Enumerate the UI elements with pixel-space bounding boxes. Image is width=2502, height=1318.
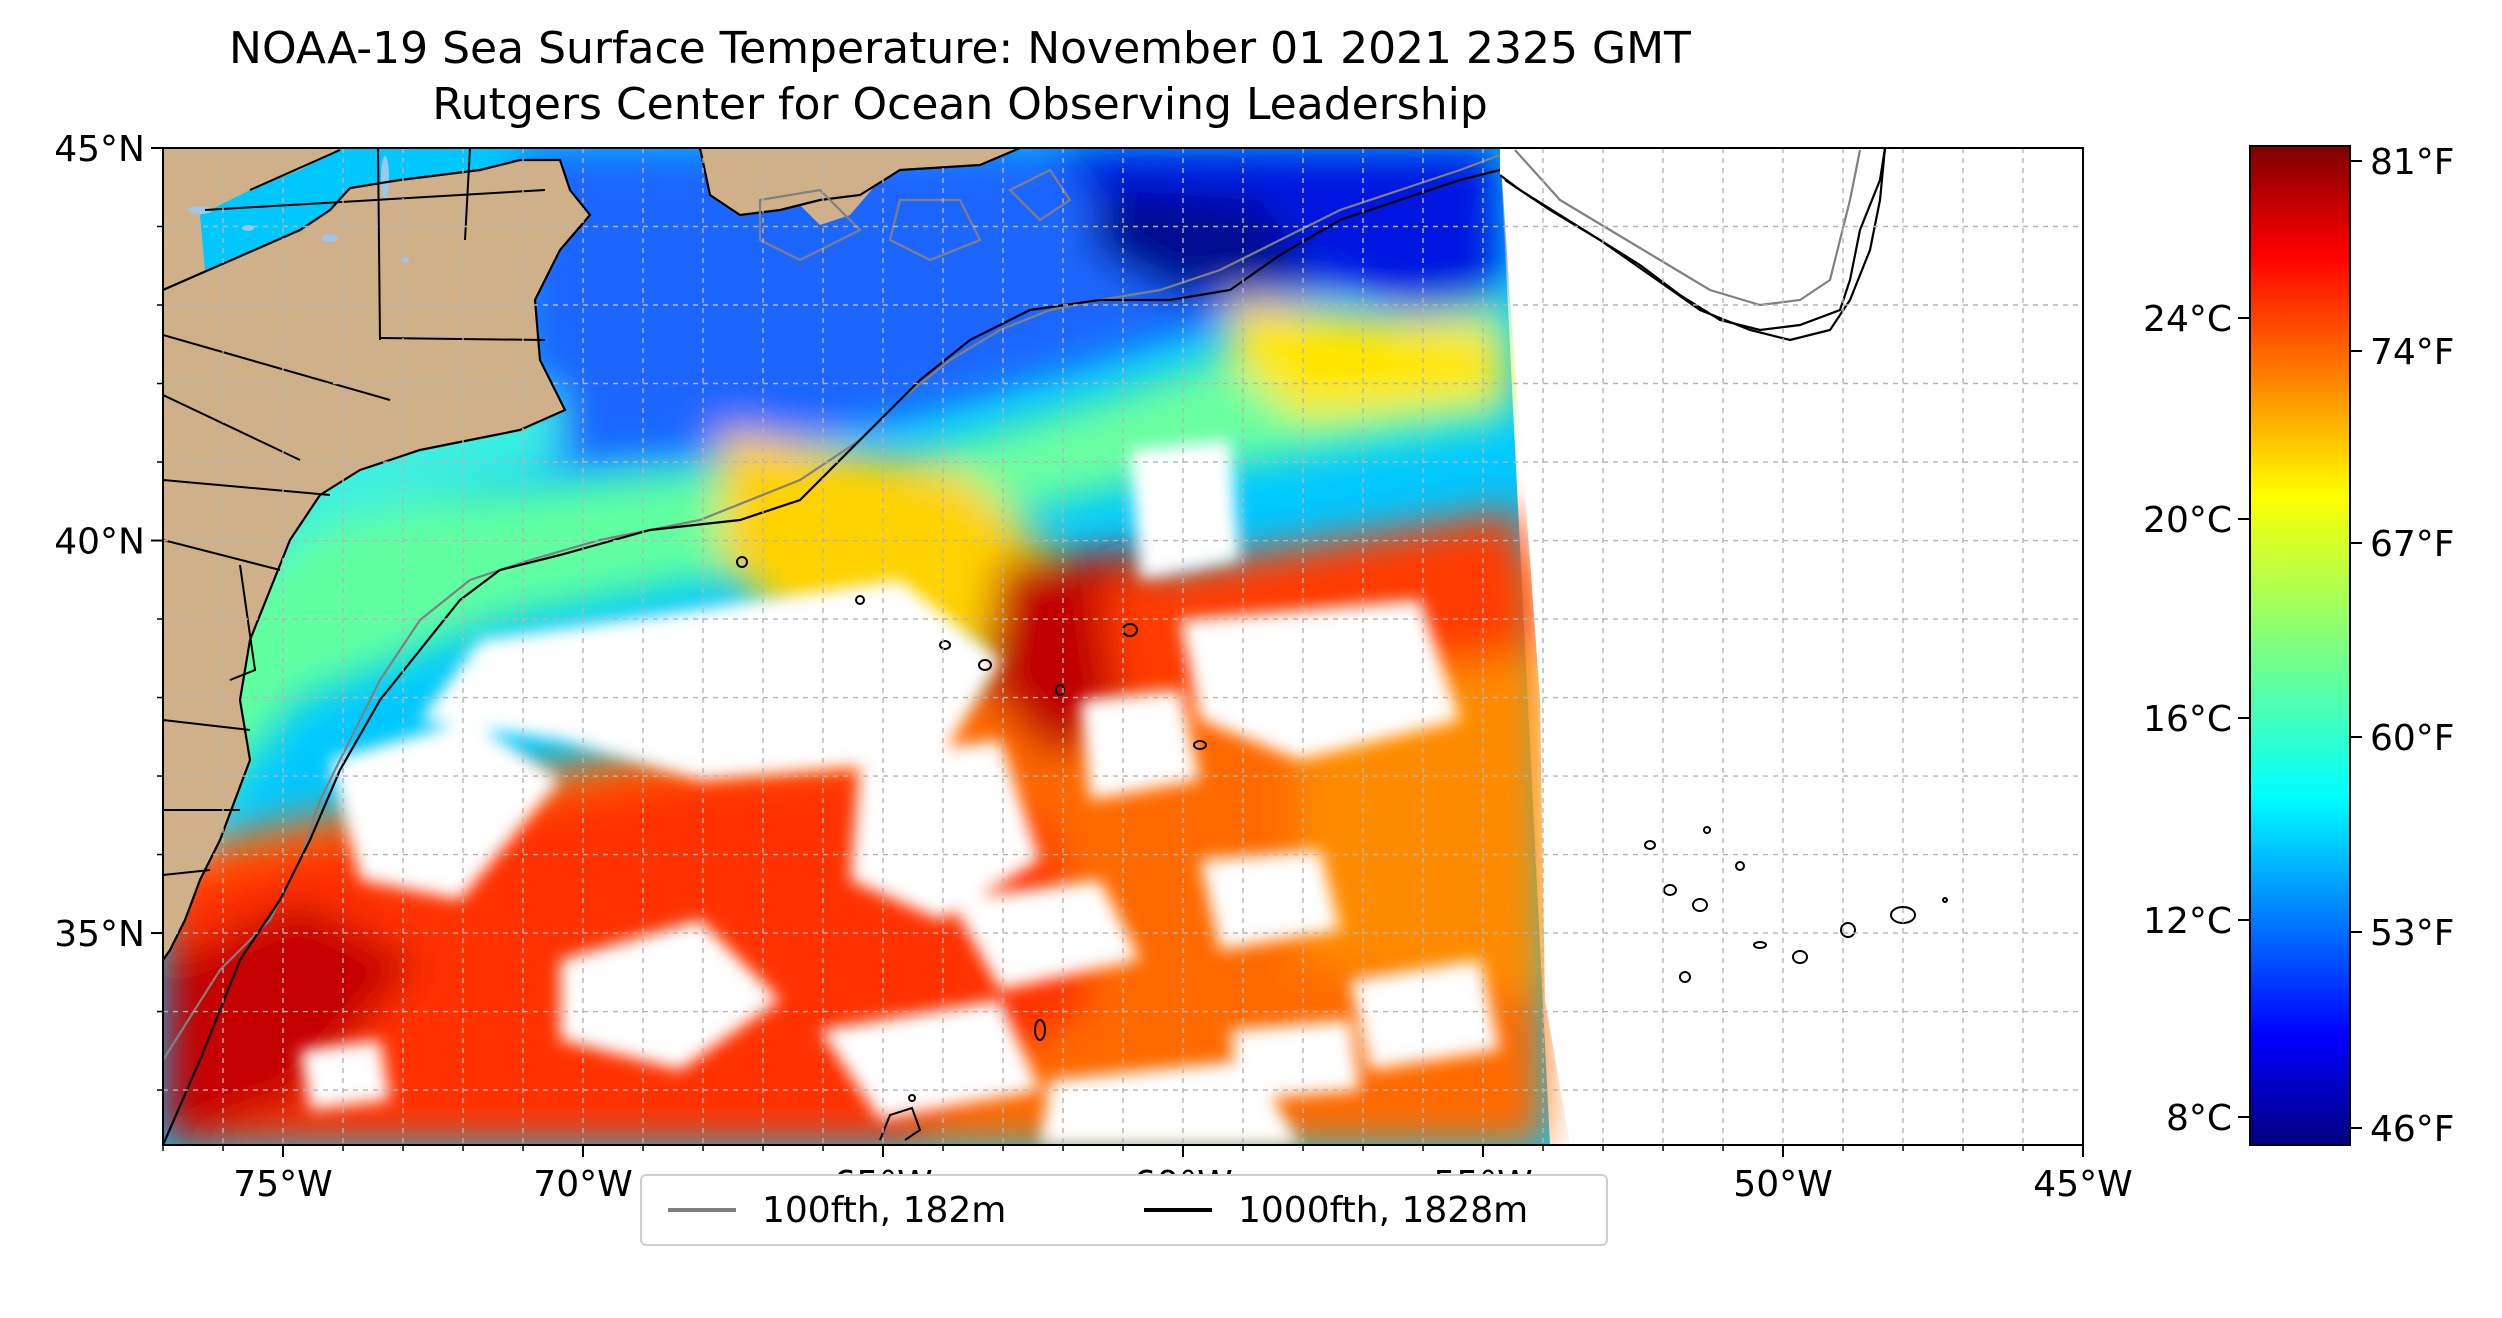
lon-tick-label: 45°W — [2033, 1164, 2132, 1205]
colorbar-celsius-label: 12°C — [2143, 901, 2232, 942]
colorbar-celsius-label: 16°C — [2143, 699, 2232, 740]
colorbar-fahrenheit-label: 67°F — [2370, 524, 2455, 565]
colorbar-fahrenheit-label: 46°F — [2370, 1109, 2455, 1150]
seamounts-islands — [736, 556, 1948, 1141]
legend-label-100fth: 100fth, 182m — [762, 1189, 1007, 1231]
legend-item-1000fth: 1000fth, 1828m — [1144, 1176, 1528, 1244]
legend-label-1000fth: 1000fth, 1828m — [1238, 1189, 1529, 1231]
lat-tick-label: 45°N — [54, 129, 145, 170]
map-title: NOAA-19 Sea Surface Temperature: Novembe… — [229, 23, 1691, 74]
state-borders — [163, 148, 546, 876]
legend-item-100fth: 100fth, 182m — [668, 1176, 1006, 1244]
colorbar-fahrenheit-label: 60°F — [2370, 718, 2455, 759]
lat-tick-label: 40°N — [54, 522, 145, 563]
legend: 100fth, 182m 1000fth, 1828m — [640, 1174, 1608, 1246]
colorbar — [2250, 146, 2350, 1145]
colorbar-celsius-label: 20°C — [2143, 500, 2232, 541]
colorbar-fahrenheit-label: 53°F — [2370, 913, 2455, 954]
lon-tick-label: 75°W — [233, 1164, 332, 1205]
colorbar-frame — [2249, 145, 2351, 1146]
lat-tick-label: 35°N — [54, 914, 145, 955]
isobath-1000fth — [163, 148, 1887, 1145]
gridlines — [163, 148, 2083, 1145]
colorbar-fahrenheit-label: 74°F — [2370, 332, 2455, 373]
map-subtitle: Rutgers Center for Ocean Observing Leade… — [432, 79, 1488, 130]
land — [163, 148, 1885, 960]
lon-tick-label: 70°W — [533, 1164, 632, 1205]
lakes — [188, 156, 409, 263]
lon-tick-label: 50°W — [1733, 1164, 1832, 1205]
legend-line-100fth — [668, 1208, 736, 1212]
colorbar-ticks: 24°C 20°C 16°C 12°C 8°C 81°F 74°F 67°F 60°F 53°F 4… — [2143, 142, 2454, 1150]
colorbar-celsius-label: 8°C — [2166, 1098, 2232, 1139]
legend-line-1000fth — [1144, 1208, 1212, 1212]
map-plot-area — [163, 148, 2083, 1145]
colorbar-fahrenheit-label: 81°F — [2370, 142, 2455, 183]
colorbar-celsius-label: 24°C — [2143, 299, 2232, 340]
